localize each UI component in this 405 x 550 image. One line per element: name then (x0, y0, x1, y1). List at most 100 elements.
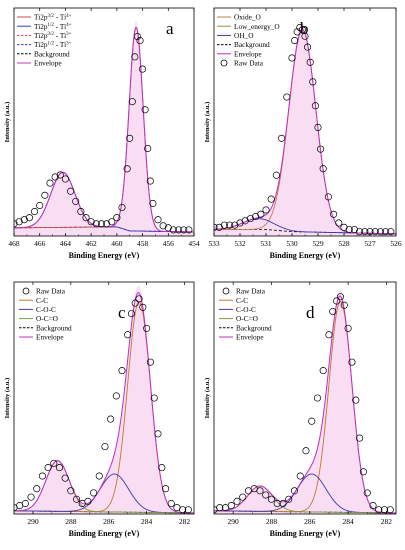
raw-data-point (113, 214, 121, 222)
legend-label-main: O-C=O (236, 314, 258, 323)
x-tick-label: 290 (27, 517, 39, 526)
raw-data-point (103, 220, 111, 228)
raw-data-point (184, 506, 192, 514)
raw-data-point (46, 179, 54, 187)
x-tick-label: 282 (381, 517, 393, 526)
raw-data-point (154, 430, 162, 438)
raw-data-point (112, 392, 120, 400)
raw-data-point (306, 58, 314, 66)
legend-label-rest: - Ti (54, 13, 66, 22)
raw-data-point (146, 177, 154, 185)
plot-area (14, 285, 194, 514)
legend-label-main: Low_energy_O (234, 22, 280, 31)
x-tick-label: 531 (260, 239, 272, 248)
raw-data-point (246, 215, 254, 223)
x-tick-label: 532 (234, 239, 246, 248)
raw-data-point (226, 221, 234, 229)
raw-data-point (36, 201, 44, 210)
legend-label: C-O-C (236, 305, 256, 314)
raw-data-point (136, 37, 144, 45)
raw-data-point (27, 493, 35, 501)
raw-data-point (154, 216, 162, 224)
legend: Ti2p3/2 - Ti4+Ti2p1/2 - Ti4+Ti2p3/2 - Ti… (17, 13, 72, 68)
raw-data-point (15, 218, 23, 226)
legend-label: O-C=O (36, 314, 58, 323)
raw-data-point (279, 499, 287, 508)
raw-data-point (144, 144, 152, 153)
x-tick-label: 286 (103, 517, 115, 526)
raw-data-point (252, 212, 260, 221)
raw-data-point (25, 214, 33, 222)
legend-label-main: Background (234, 40, 270, 49)
legend-label: Raw Data (236, 287, 266, 296)
x-tick-label: 468 (8, 239, 20, 248)
x-axis-title: Binding Energy (eV) (270, 529, 341, 538)
raw-data-point (335, 219, 343, 227)
x-tick-label: 466 (34, 239, 46, 248)
panel-letter: d (306, 303, 315, 322)
legend-label: O-C=O (236, 314, 258, 323)
raw-data-point (319, 367, 327, 375)
legend-label-main: Envelope (234, 49, 262, 58)
raw-data-point (101, 442, 109, 451)
raw-data-point (308, 417, 316, 425)
legend-label-sup: 1/2 (48, 41, 55, 46)
raw-data-point (118, 203, 126, 212)
x-tick-label: 528 (338, 239, 350, 248)
raw-data-point (333, 297, 341, 305)
y-axis-title: Intensity (a.u.) (4, 378, 11, 419)
raw-data-point (216, 504, 224, 512)
legend-label-main: C-O-C (236, 305, 256, 314)
legend-label-main: C-O-C (36, 305, 56, 314)
y-axis-title: Intensity (a.u.) (204, 378, 211, 419)
x-tick-label: 529 (312, 239, 324, 248)
legend-label: C-C (36, 296, 48, 305)
raw-data-point (108, 218, 116, 226)
raw-data-point (345, 225, 353, 234)
raw-data-point (311, 102, 319, 110)
legend-label-main: O-C=O (36, 314, 58, 323)
legend-label: Envelope (34, 59, 62, 68)
raw-data-point (50, 459, 58, 467)
raw-data-point (344, 324, 352, 332)
raw-data-point (309, 78, 317, 86)
raw-data-point (319, 165, 327, 173)
legend-label-main: Ti2p (34, 40, 48, 49)
legend-label-main: Ti2p (34, 31, 48, 40)
x-tick-label: 288 (266, 517, 278, 526)
envelope-line (14, 292, 194, 514)
raw-data-point (380, 506, 389, 514)
y-axis-title: Intensity (a.u.) (204, 102, 211, 143)
raw-data-point (180, 226, 188, 234)
raw-data-point (167, 499, 175, 508)
legend-label: OH_O (234, 31, 253, 40)
raw-data-point (272, 171, 280, 179)
raw-data-point (386, 506, 394, 514)
legend-label-main: Background (34, 49, 70, 58)
legend-label-sup2: 3+ (66, 32, 72, 37)
raw-data-point (340, 301, 348, 309)
legend-marker (22, 287, 30, 295)
raw-data-point (162, 485, 170, 493)
raw-data-point (220, 221, 228, 229)
legend-label-main: Background (36, 323, 72, 332)
legend-label-sup: 1/2 (48, 23, 55, 28)
raw-data-point (340, 223, 348, 231)
legend-label: C-O-C (36, 305, 56, 314)
raw-data-point (359, 468, 367, 476)
legend-label-main: Envelope (236, 333, 264, 342)
x-tick-label: 526 (390, 239, 402, 248)
x-tick-label: 530 (286, 239, 298, 248)
raw-data-point (324, 193, 332, 201)
x-tick-label: 464 (60, 239, 72, 248)
raw-data-point (179, 506, 187, 514)
raw-data-point (123, 165, 131, 173)
raw-data-point (387, 228, 395, 236)
legend-label-rest: - Ti (54, 40, 66, 49)
legend-label-main: Envelope (34, 59, 62, 68)
legend-label-main: Ti2p (34, 22, 48, 31)
raw-data-point (348, 358, 356, 366)
raw-data-point (72, 197, 80, 205)
x-tick-label: 462 (86, 239, 98, 248)
